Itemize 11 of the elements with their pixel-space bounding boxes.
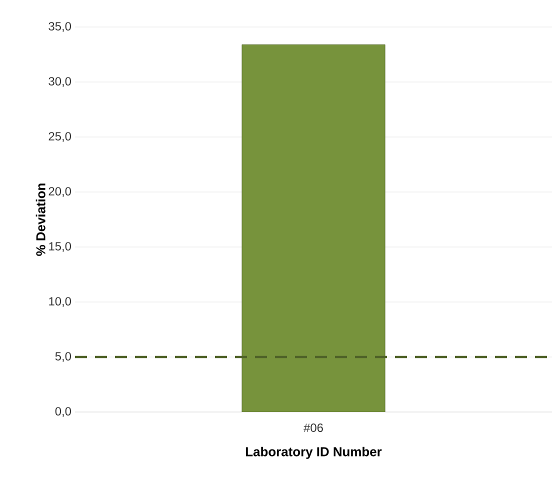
y-tick-label: 35,0: [48, 22, 72, 32]
y-tick-label: 0,0: [55, 407, 72, 417]
y-axis-title: % Deviation: [36, 184, 46, 256]
y-tick-label: 30,0: [48, 77, 72, 87]
x-axis-title: Laboratory ID Number: [246, 446, 382, 459]
y-tick-label: 5,0: [55, 352, 72, 362]
x-tick-label: #06: [304, 424, 323, 432]
y-tick-label: 15,0: [49, 242, 72, 252]
y-tick-label: 20,0: [48, 187, 72, 197]
y-tick-label: 10,0: [49, 297, 72, 307]
y-tick-label: 25,0: [48, 132, 72, 142]
